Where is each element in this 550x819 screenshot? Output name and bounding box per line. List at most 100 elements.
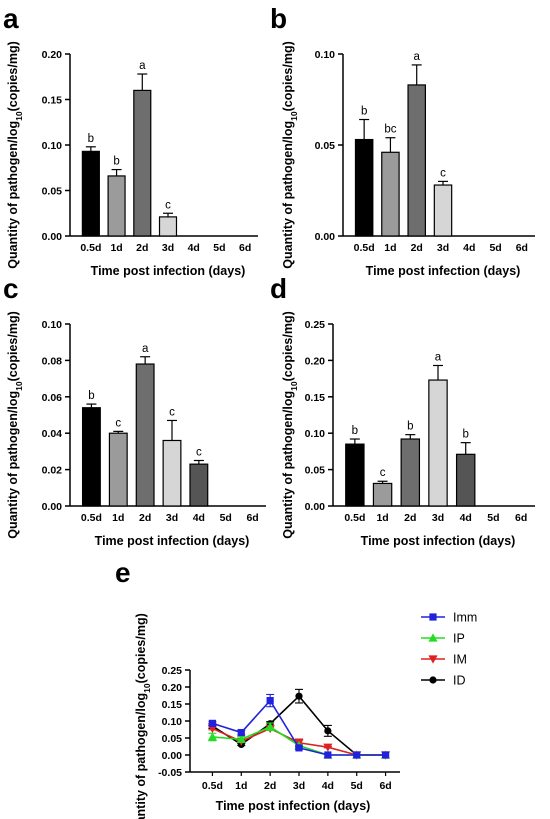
x-tick-label: 4d xyxy=(460,512,472,524)
x-tick-label: 1d xyxy=(110,242,122,254)
bar-4d xyxy=(455,453,476,507)
x-axis-title: Time post infection (days) xyxy=(366,264,521,278)
significance-label: a xyxy=(414,51,421,63)
y-tick-label: -0.05 xyxy=(158,767,182,779)
bar-3d xyxy=(162,439,182,507)
y-tick-label: 0.02 xyxy=(42,465,63,477)
ylabel-sub: 10 xyxy=(14,381,24,391)
data-point-IP xyxy=(207,732,218,741)
y-tick-label: 0.10 xyxy=(42,319,63,331)
ylabel-part: Quantity of pathogen/log xyxy=(6,121,20,269)
x-tick-label: 2d xyxy=(136,242,148,254)
x-tick-label: 6d xyxy=(239,242,251,254)
y-tick-label: 0.00 xyxy=(315,231,336,243)
x-tick-label: 0.5d xyxy=(81,512,102,524)
legend-marker-ID xyxy=(429,676,437,684)
bar-1d xyxy=(381,151,400,237)
x-tick-label: 0.5d xyxy=(80,242,101,254)
data-point-ID xyxy=(295,692,303,700)
bar-0.5d xyxy=(81,407,101,507)
panel-a: a 0.00 0.05 0.10 0.15 0.20 b 0.5d b 1d a 2d c 3d 4d 5d 6… xyxy=(3,3,258,278)
x-tick-label: 6d xyxy=(515,512,527,524)
y-tick-label: 0.20 xyxy=(42,49,63,61)
data-point-ID xyxy=(324,727,332,735)
x-tick-label: 5d xyxy=(220,512,232,524)
data-point-IP xyxy=(265,722,275,731)
x-tick-label: 5d xyxy=(489,242,501,254)
significance-label: b xyxy=(88,133,94,145)
ylabel-part: (copies/mg) xyxy=(281,41,295,111)
data-point-Imm xyxy=(381,751,390,759)
legend-label-Imm: Imm xyxy=(453,611,477,625)
y-axis-title: Quantity of pathogen/log10(copies/mg) xyxy=(281,311,299,539)
panel-letter-d: d xyxy=(270,273,287,304)
y-tick-label: 0.15 xyxy=(42,95,63,107)
x-tick-label: 5d xyxy=(213,242,225,254)
panel-e: e -0.05 0.00 0.05 0.10 0.15 0.20 0.25 0.5d 1d 2d 3d… xyxy=(115,557,477,819)
y-tick-label: 0.10 xyxy=(315,49,336,61)
significance-label: c xyxy=(380,467,386,479)
x-tick-label: 3d xyxy=(432,512,444,524)
panel-letter-e: e xyxy=(115,557,131,588)
y-tick-label: 0.10 xyxy=(42,140,63,152)
panel-b: b 0.00 0.05 0.10 b 0.5d bc 1d a 2d c 3d 4d 5d 6d Quanti… xyxy=(270,3,535,278)
ylabel-part: (copies/mg) xyxy=(6,311,20,381)
bar-1d xyxy=(107,175,126,237)
panel-letter-b: b xyxy=(270,3,287,34)
y-tick-label: 0.10 xyxy=(305,428,326,440)
x-tick-label: 0.5d xyxy=(354,242,375,254)
data-point-Imm xyxy=(237,728,245,737)
bar-3d xyxy=(433,184,453,237)
x-tick-label: 5d xyxy=(487,512,499,524)
y-tick-label: 0.25 xyxy=(305,319,326,331)
x-tick-label: 1d xyxy=(376,512,388,524)
legend-marker-IP xyxy=(428,633,438,642)
bar-2d xyxy=(400,438,421,507)
bar-0.5d xyxy=(81,150,100,237)
y-tick-label: 0.08 xyxy=(42,355,63,367)
bar-4d xyxy=(189,463,209,507)
legend: Imm IP IM ID xyxy=(421,611,477,688)
y-tick-label: 0.05 xyxy=(315,140,336,152)
legend-label-ID: ID xyxy=(453,674,466,688)
significance-label: b xyxy=(352,425,358,437)
x-axis-title: Time post infection (days) xyxy=(91,264,246,278)
bar-0.5d xyxy=(345,443,365,507)
x-tick-label: 0.5d xyxy=(202,780,223,792)
ylabel-part: Quantity of pathogen/log xyxy=(6,391,20,539)
x-tick-label: 2d xyxy=(264,780,276,792)
x-tick-label: 4d xyxy=(188,242,200,254)
y-axis-title: Quantity of pathogen/log10(copies/mg) xyxy=(134,613,152,819)
y-tick-label: 0.25 xyxy=(162,665,183,677)
y-axis-title: Quantity of pathogen/log10(copies/mg) xyxy=(281,41,299,269)
series-Imm xyxy=(208,693,390,759)
y-tick-label: 0.00 xyxy=(162,750,183,762)
x-tick-label: 1d xyxy=(112,512,124,524)
x-tick-label: 4d xyxy=(193,512,205,524)
ylabel-part: (copies/mg) xyxy=(281,311,295,381)
significance-label: bc xyxy=(384,124,396,136)
significance-label: b xyxy=(113,156,119,168)
x-tick-label: 1d xyxy=(235,780,247,792)
y-tick-label: 0.00 xyxy=(42,501,63,513)
bar-2d xyxy=(407,84,426,237)
significance-label: a xyxy=(435,351,442,363)
x-tick-label: 3d xyxy=(437,242,449,254)
data-point-Imm xyxy=(295,744,303,752)
data-point-Imm xyxy=(266,697,274,705)
significance-label: b xyxy=(407,421,413,433)
y-tick-label: 0.00 xyxy=(42,231,63,243)
data-point-IM xyxy=(323,743,333,752)
ylabel-sub: 10 xyxy=(289,111,299,121)
panel-c: c 0.00 0.02 0.04 0.06 0.08 0.10 b 0.5d c 1d a 2d c 3d c… xyxy=(3,273,266,548)
legend-label-IP: IP xyxy=(453,632,465,646)
panel-letter-c: c xyxy=(3,273,19,304)
x-tick-label: 4d xyxy=(322,780,334,792)
data-point-Imm xyxy=(208,719,217,727)
y-tick-label: 0.05 xyxy=(42,186,63,198)
data-point-Imm xyxy=(324,751,332,759)
bar-2d xyxy=(133,89,152,237)
data-point-Imm xyxy=(353,751,361,759)
y-tick-label: 0.15 xyxy=(305,392,326,404)
significance-label: c xyxy=(165,199,171,211)
